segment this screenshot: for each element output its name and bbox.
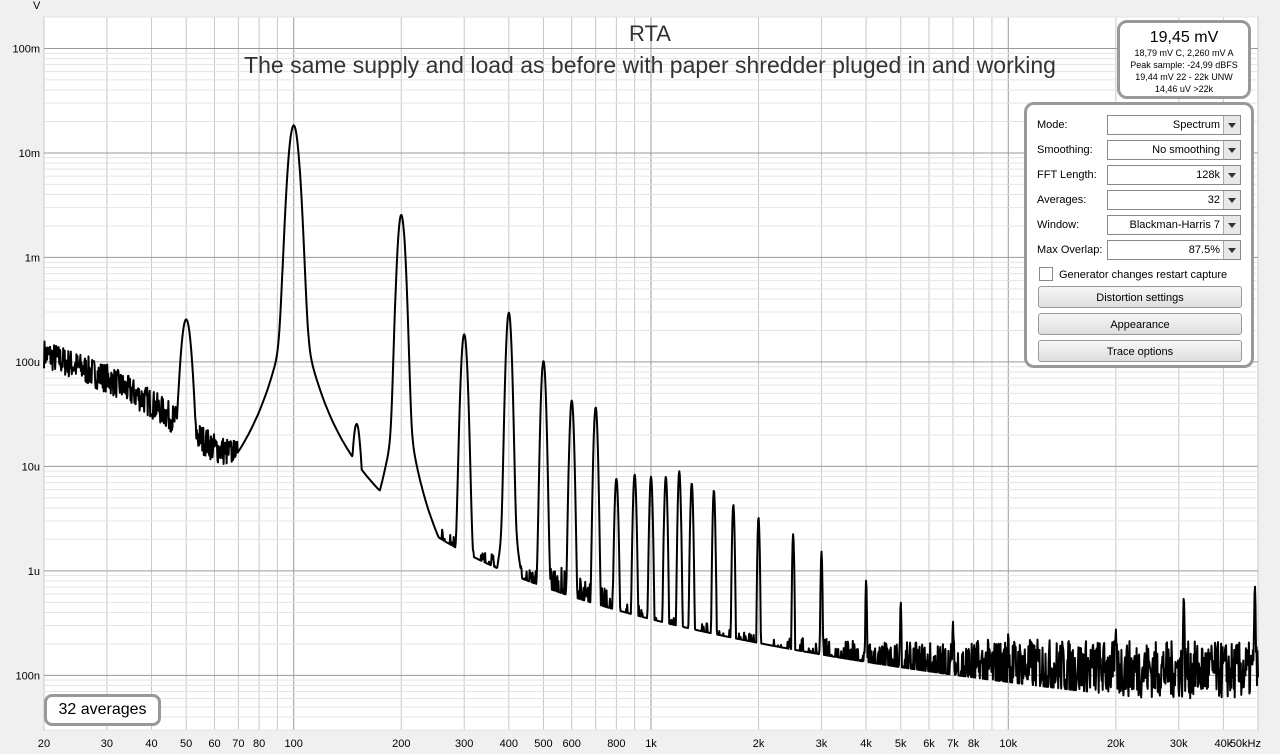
trace-options-button[interactable]: Trace options (1038, 340, 1242, 362)
mode-select[interactable]: Spectrum (1107, 115, 1241, 135)
x-tick-label: 400 (500, 738, 518, 750)
x-tick-label: 30 (101, 738, 113, 750)
rta-control-panel: Mode: Spectrum Smoothing: No smoothing F… (1024, 102, 1254, 368)
chevron-down-icon[interactable] (1223, 166, 1240, 184)
fft-length-row: FFT Length: 128k (1037, 165, 1249, 185)
x-tick-label: 2k (753, 738, 765, 750)
y-tick-label: 1u (28, 566, 40, 578)
x-tick-label: 500 (534, 738, 552, 750)
y-tick-label: 10m (19, 148, 40, 160)
generator-restart-label: Generator changes restart capture (1059, 269, 1228, 281)
chevron-down-icon[interactable] (1223, 241, 1240, 259)
x-tick-label: 7k (947, 738, 959, 750)
x-tick-label: 50 (180, 738, 192, 750)
generator-restart-checkbox[interactable] (1039, 267, 1053, 281)
smoothing-select[interactable]: No smoothing (1107, 140, 1241, 160)
mode-label: Mode: (1037, 119, 1068, 131)
y-tick-label: 100n (16, 670, 40, 682)
x-tick-label: 20k (1107, 738, 1125, 750)
readout-line-1: 18,79 mV C, 2,260 mV A (1134, 48, 1234, 58)
window-label: Window: (1037, 219, 1080, 231)
x-tick-label: 10k (999, 738, 1017, 750)
grid-lines (43, 16, 1259, 731)
distortion-settings-button[interactable]: Distortion settings (1038, 286, 1242, 308)
mode-value: Spectrum (1172, 119, 1220, 131)
y-tick-label: 10u (22, 461, 40, 473)
chevron-down-icon[interactable] (1223, 141, 1240, 159)
x-tick-label: 600 (563, 738, 581, 750)
readout-line-2: Peak sample: -24,99 dBFS (1130, 60, 1238, 70)
fft-length-label: FFT Length: (1037, 169, 1097, 181)
readout-line-4: 14,46 uV >22k (1154, 84, 1214, 94)
y-tick-label: 1m (25, 252, 40, 264)
y-tick-label: 100m (12, 43, 40, 55)
x-tick-label: 60 (208, 738, 220, 750)
max-overlap-select[interactable]: 87.5% (1107, 240, 1241, 260)
averages-row: Averages: 32 (1037, 190, 1249, 210)
averages-select[interactable]: 32 (1107, 190, 1241, 210)
x-tick-label: 80 (253, 738, 265, 750)
fft-length-value: 128k (1196, 169, 1220, 181)
chevron-down-icon[interactable] (1223, 116, 1240, 134)
window-select[interactable]: Blackman-Harris 7 (1107, 215, 1241, 235)
readout-main-value: 19,45 mV (1149, 29, 1219, 46)
x-tick-label: 50kHz (1230, 738, 1261, 750)
averages-badge: 32 averages (44, 694, 161, 726)
max-overlap-label: Max Overlap: (1037, 244, 1103, 256)
chevron-down-icon[interactable] (1223, 216, 1240, 234)
fft-length-select[interactable]: 128k (1107, 165, 1241, 185)
smoothing-label: Smoothing: (1037, 144, 1093, 156)
x-tick-label: 40 (145, 738, 157, 750)
smoothing-value: No smoothing (1152, 144, 1220, 156)
x-tick-label: 6k (923, 738, 935, 750)
chevron-down-icon[interactable] (1223, 191, 1240, 209)
averages-value: 32 (1207, 194, 1220, 206)
chart-subtitle: The same supply and load as before with … (244, 52, 1056, 78)
x-tick-labels: 20 30 40 50 60 70 80 100 200 300 400 500 600 800 1k 2k 3… (38, 738, 1261, 750)
x-tick-label: 30k (1170, 738, 1188, 750)
window-row: Window: Blackman-Harris 7 (1037, 215, 1249, 235)
readout-line-3: 19,44 mV 22 - 22k UNW (1135, 72, 1233, 82)
smoothing-row: Smoothing: No smoothing (1037, 140, 1249, 160)
x-tick-label: 300 (455, 738, 473, 750)
mode-row: Mode: Spectrum (1037, 115, 1249, 135)
x-tick-label: 1k (645, 738, 657, 750)
chart-title: RTA (629, 21, 671, 46)
x-tick-label: 20 (38, 738, 50, 750)
averages-label: Averages: (1037, 194, 1087, 206)
x-tick-label: 3k (816, 738, 828, 750)
x-tick-label: 5k (895, 738, 907, 750)
x-tick-label: 8k (968, 738, 980, 750)
spectrum-trace (43, 124, 1259, 700)
x-tick-label: 40k (1215, 738, 1233, 750)
y-axis-unit: V (33, 0, 41, 12)
y-tick-labels: 100m 10m 1m 100u 10u 1u 100n (12, 43, 40, 682)
window-value: Blackman-Harris 7 (1129, 219, 1220, 231)
max-overlap-row: Max Overlap: 87.5% (1037, 240, 1249, 260)
generator-restart-option[interactable]: Generator changes restart capture (1039, 267, 1227, 281)
level-readout[interactable]: 19,45 mV 18,79 mV C, 2,260 mV A Peak sam… (1117, 20, 1251, 99)
x-tick-label: 100 (285, 738, 303, 750)
x-tick-label: 800 (607, 738, 625, 750)
x-tick-label: 4k (860, 738, 872, 750)
appearance-button[interactable]: Appearance (1038, 313, 1242, 335)
y-tick-label: 100u (16, 357, 40, 369)
max-overlap-value: 87.5% (1188, 244, 1220, 256)
x-tick-label: 70 (232, 738, 244, 750)
x-tick-label: 200 (392, 738, 410, 750)
